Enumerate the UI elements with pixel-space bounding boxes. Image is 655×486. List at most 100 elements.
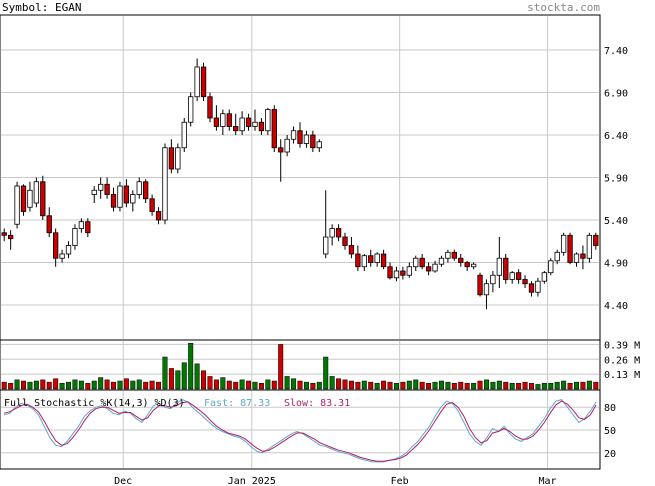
volume-tick-label: 0.39 M [604, 340, 640, 351]
volume-bar [78, 380, 84, 390]
candle-body [329, 228, 335, 238]
candle-body [162, 147, 168, 221]
candle [27, 181, 33, 212]
candle-body [310, 134, 316, 149]
candle [14, 181, 20, 229]
candle [252, 109, 258, 131]
volume-bar [586, 380, 592, 390]
candle [220, 109, 226, 135]
candle [258, 118, 265, 135]
candle [522, 275, 528, 288]
candle-body [200, 66, 207, 98]
candle [162, 143, 168, 225]
candle-body [188, 96, 194, 123]
candle [573, 252, 580, 267]
volume-bar [471, 383, 477, 390]
candle-body [265, 109, 271, 132]
volume-bar [130, 380, 136, 390]
candle [361, 254, 367, 271]
candle-body [361, 255, 367, 268]
volume-bar [14, 379, 20, 390]
volume-bar [451, 383, 457, 390]
volume-bar [329, 376, 335, 390]
candle [200, 62, 207, 101]
volume-bar [91, 380, 97, 390]
candle-body [252, 121, 258, 127]
volume-bar [220, 377, 226, 390]
date-tick-label: Feb [391, 476, 409, 486]
volume-bar [368, 381, 374, 390]
candle-body [239, 117, 245, 132]
candle-body [400, 270, 406, 276]
candle [72, 224, 78, 250]
stochastic-tick-label: 20 [604, 449, 616, 460]
volume-bar [284, 376, 290, 390]
candle [53, 228, 59, 267]
candle [233, 113, 239, 135]
volume-bar [445, 381, 451, 390]
volume-bar [265, 379, 271, 390]
candle-body [368, 255, 374, 263]
volume-bar [393, 383, 399, 390]
volume-bar [561, 380, 567, 390]
candle-body [406, 266, 412, 276]
volume-bar [342, 379, 348, 390]
candle-body [226, 113, 232, 127]
candle [483, 279, 490, 310]
candle [188, 92, 194, 127]
volume-bar [458, 381, 464, 390]
candle-body [181, 121, 187, 149]
candle [213, 105, 220, 131]
candle-body [348, 245, 355, 255]
candle [168, 139, 175, 174]
candle [278, 139, 284, 182]
volume-bar [252, 381, 258, 390]
volume-bar [8, 383, 14, 390]
candle [490, 271, 496, 293]
candle [316, 139, 322, 152]
volume-bar [117, 380, 123, 390]
candle [175, 143, 181, 174]
volume-bar [438, 380, 444, 390]
candle [226, 109, 232, 131]
candle [477, 272, 483, 297]
volume-bar [53, 378, 59, 390]
volume-bar [188, 343, 194, 390]
candle-body [432, 263, 438, 272]
stochastic-tick-label: 50 [604, 426, 616, 437]
volume-bar [496, 380, 502, 390]
candle-body [470, 263, 477, 268]
candle-body [490, 274, 496, 285]
volume-bar [483, 379, 489, 390]
candle-body [323, 236, 329, 255]
candle-body [374, 253, 380, 263]
candle [554, 249, 560, 265]
date-tick-label: Dec [114, 476, 132, 486]
candle-body [40, 181, 46, 217]
candle [149, 194, 155, 216]
volume-bars [1, 343, 599, 390]
stochastic-lines [3, 399, 597, 463]
candle-body [393, 270, 400, 279]
candle-body [316, 141, 322, 149]
candle [110, 187, 117, 212]
candle-body [175, 147, 181, 170]
candle [323, 190, 329, 259]
candle [509, 271, 515, 284]
candle [40, 175, 46, 220]
price-tick-label: 6.40 [604, 131, 628, 142]
candle [580, 245, 586, 270]
candle [496, 237, 502, 288]
stochastic-axis: 80 50 20 [604, 403, 616, 460]
volume-bar [323, 356, 329, 390]
candle [425, 262, 432, 276]
candle-body [245, 117, 252, 127]
volume-bar [477, 380, 483, 390]
candle-body [554, 251, 560, 262]
candle-body [72, 228, 78, 246]
volume-bar [580, 381, 586, 390]
candle [470, 262, 477, 270]
volume-bar [541, 383, 547, 390]
candle [348, 237, 355, 259]
